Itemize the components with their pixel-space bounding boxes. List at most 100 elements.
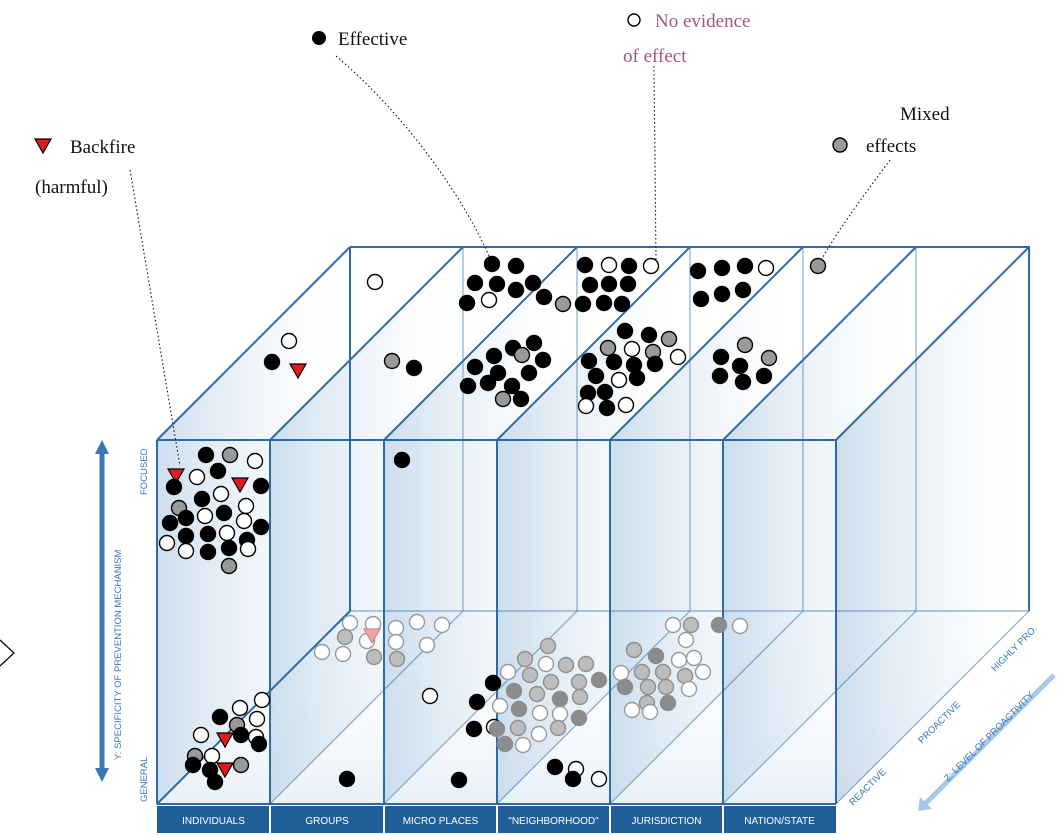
bottom-diagonal-6 xyxy=(835,610,1030,805)
backfire-marker xyxy=(215,762,235,779)
leader-no-evidence xyxy=(653,65,657,261)
data-marker xyxy=(539,637,557,655)
legend-mixed-marker xyxy=(832,137,848,153)
top-diagonal-6 xyxy=(835,246,1030,441)
data-marker xyxy=(625,641,643,659)
data-marker xyxy=(514,736,532,754)
data-marker xyxy=(192,726,210,744)
data-marker xyxy=(507,281,525,299)
data-marker xyxy=(660,330,678,348)
data-marker xyxy=(510,700,528,718)
data-marker xyxy=(184,756,202,774)
y-axis: Y: SPECIFICITY OF PREVENTION MECHANISM F… xyxy=(95,440,150,802)
data-marker xyxy=(503,377,521,395)
side-panel-1 xyxy=(270,247,463,804)
x-category-label: JURISDICTION xyxy=(632,816,702,827)
data-marker xyxy=(647,647,665,665)
backfire-marker xyxy=(215,732,235,749)
data-marker xyxy=(485,347,503,365)
backfire-marker xyxy=(362,628,382,645)
legend-backfire-marker xyxy=(33,138,53,155)
data-marker xyxy=(365,648,383,666)
data-marker xyxy=(509,719,527,737)
data-marker xyxy=(334,645,352,663)
data-marker xyxy=(165,478,183,496)
data-marker xyxy=(646,355,664,373)
data-marker xyxy=(388,650,406,668)
bottom-diagonal-3 xyxy=(496,610,691,805)
leader-backfire xyxy=(129,169,181,467)
data-marker xyxy=(341,614,359,632)
legend-no-evidence-marker xyxy=(627,13,641,27)
legend-mixed-label-1: Mixed xyxy=(900,104,950,125)
data-marker xyxy=(177,527,195,545)
data-marker xyxy=(248,710,266,728)
data-marker xyxy=(211,708,229,726)
data-marker xyxy=(253,691,271,709)
box-frame xyxy=(156,246,1030,805)
data-marker xyxy=(616,678,634,696)
data-marker xyxy=(669,348,687,366)
data-marker xyxy=(313,643,331,661)
data-marker xyxy=(516,650,534,668)
y-axis-arrow-down-icon xyxy=(95,768,109,782)
data-marker xyxy=(221,446,239,464)
data-marker xyxy=(677,631,695,649)
data-marker xyxy=(237,497,255,515)
partial-bracket-icon xyxy=(0,639,15,667)
y-axis-bottom-label: GENERAL xyxy=(139,757,150,802)
data-marker xyxy=(557,656,575,674)
data-marker xyxy=(199,543,217,561)
data-marker xyxy=(158,534,176,552)
data-marker xyxy=(196,507,214,525)
data-marker xyxy=(488,275,506,293)
data-marker xyxy=(760,349,778,367)
data-marker xyxy=(383,352,401,370)
data-marker xyxy=(433,616,451,634)
data-marker xyxy=(387,633,405,651)
data-marker xyxy=(549,719,567,737)
data-marker xyxy=(542,673,560,691)
top-diagonal-3 xyxy=(496,246,691,441)
data-marker xyxy=(220,557,238,575)
data-marker xyxy=(231,699,249,717)
data-marker xyxy=(505,682,523,700)
legend-no-evidence-label-2: of effect xyxy=(623,46,687,67)
data-marker xyxy=(692,290,710,308)
data-marker xyxy=(479,374,497,392)
data-marker xyxy=(734,281,752,299)
data-marker xyxy=(537,655,555,673)
data-marker xyxy=(598,399,616,417)
side-panel-2 xyxy=(384,247,577,804)
data-marker xyxy=(599,339,617,357)
data-marker xyxy=(161,514,179,532)
y-axis-top-label: FOCUSED xyxy=(139,448,150,495)
legend-mixed-label-2: effects xyxy=(866,136,916,157)
panel-fills xyxy=(157,247,1029,804)
legend: Effective No evidence of effect Mixed ef… xyxy=(33,11,950,198)
legend-effective-label: Effective xyxy=(338,29,407,50)
data-marker xyxy=(466,358,484,376)
data-marker xyxy=(252,477,270,495)
bottom-diagonal-4 xyxy=(609,610,804,805)
data-marker xyxy=(564,770,582,788)
data-marker xyxy=(809,257,827,275)
x-category-label: "NEIGHBORHOOD" xyxy=(508,816,599,827)
data-marker xyxy=(507,257,525,275)
data-marker xyxy=(393,451,411,469)
data-marker xyxy=(570,709,588,727)
y-axis-title: Y: SPECIFICITY OF PREVENTION MECHANISM xyxy=(113,549,124,760)
data-marker xyxy=(177,542,195,560)
data-marker xyxy=(574,295,592,313)
data-marker xyxy=(694,663,712,681)
data-marker xyxy=(577,397,595,415)
data-marker xyxy=(682,616,700,634)
x-category-label: GROUPS xyxy=(305,816,349,827)
data-marker xyxy=(206,773,224,791)
data-marker xyxy=(587,367,605,385)
side-panel-6 xyxy=(836,247,1029,804)
data-marker xyxy=(203,747,221,765)
data-marker xyxy=(531,704,549,722)
data-marker xyxy=(736,257,754,275)
